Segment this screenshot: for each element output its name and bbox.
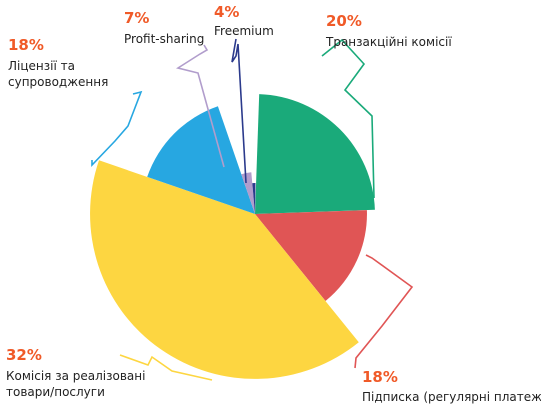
slice-label-freemium: Freemium xyxy=(214,24,274,38)
leader-line-transaction-fees xyxy=(321,38,375,199)
leader-line-commission-goods xyxy=(119,354,213,381)
leader-line-freemium xyxy=(231,38,247,184)
slice-label-subscription: Підписка (регулярні платежі) xyxy=(362,390,541,404)
data-label-subscription: 18% xyxy=(362,368,398,386)
pie-slice-subscription xyxy=(255,210,367,301)
data-label-profit-sharing: 7% xyxy=(124,9,149,27)
pie-slice-freemium xyxy=(252,182,256,214)
data-label-freemium: 4% xyxy=(214,3,239,21)
pie-slice-commission-goods xyxy=(90,160,359,379)
data-label-licenses-support: 18% xyxy=(8,36,44,54)
pie-slice-transaction-fees xyxy=(255,94,375,214)
leader-lines xyxy=(91,38,414,381)
slice-label-licenses-support-line-1: Ліцензії та xyxy=(8,59,75,73)
pie-slice-profit-sharing xyxy=(241,172,255,214)
slice-label-profit-sharing: Profit-sharing xyxy=(124,32,204,46)
slice-label-licenses-support-line-2: супроводження xyxy=(8,75,108,89)
slice-label-transaction-fees: Транзакційні комісії xyxy=(325,35,452,49)
slice-label-commission-goods-line-1: Комісія за реалізовані xyxy=(6,369,145,383)
pie-slices xyxy=(90,94,375,379)
slice-labels: 20% Транзакційні комісії 18% Підписка (регу… xyxy=(6,3,541,404)
data-label-transaction-fees: 20% xyxy=(326,12,362,30)
pie-slice-licenses-support xyxy=(147,106,255,214)
leader-line-licenses-support xyxy=(91,90,143,167)
data-label-commission-goods: 32% xyxy=(6,346,42,364)
leader-line-subscription xyxy=(354,254,414,369)
leader-line-profit-sharing xyxy=(175,44,225,168)
slice-label-commission-goods-line-2: товари/послуги xyxy=(6,385,105,399)
